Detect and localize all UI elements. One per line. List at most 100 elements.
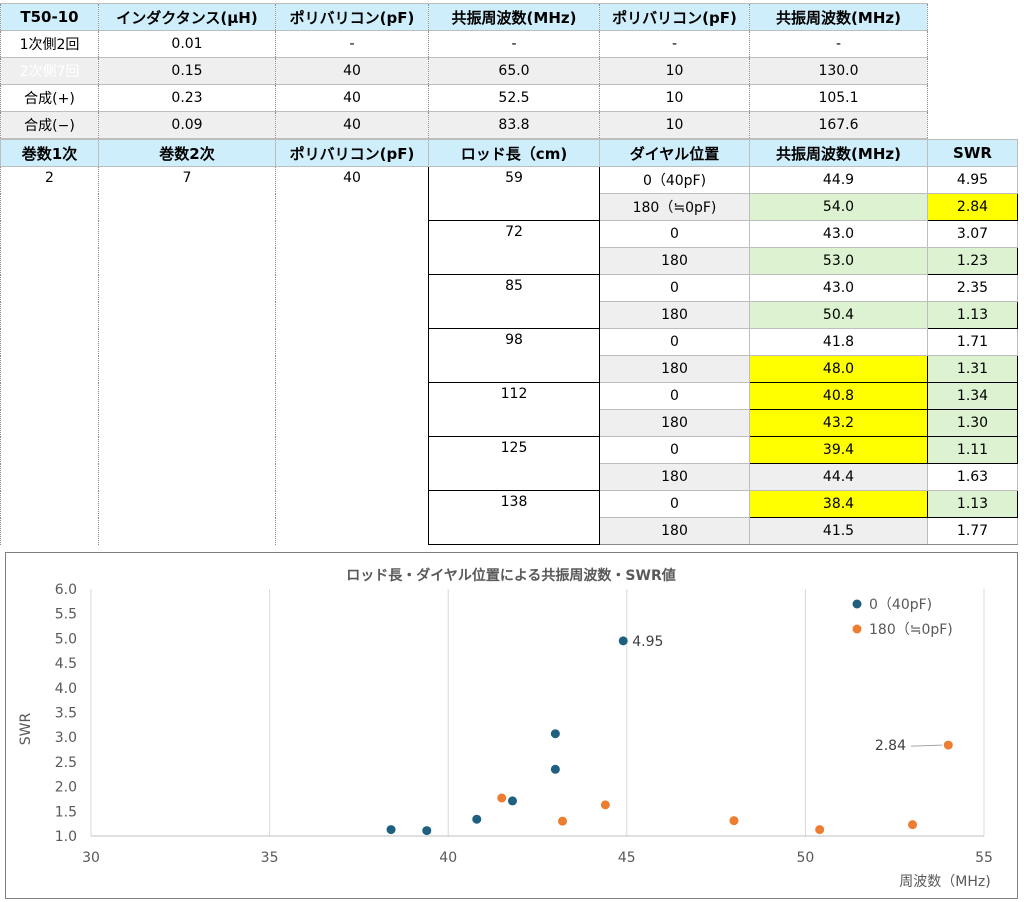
frequency-cell: 41.5: [749, 517, 928, 545]
table-row: 180 53.0 1.23: [1, 247, 1018, 275]
header-cell: ポリバリコン(pF): [275, 139, 429, 167]
table-cell: 40: [275, 111, 429, 139]
frequency-cell: 44.4: [749, 463, 928, 491]
table-row: 180（≒0pF) 54.0 2.84: [1, 193, 1018, 221]
y-tick-label: 6.0: [55, 582, 77, 598]
header-cell: SWR: [927, 139, 1018, 167]
turns-secondary-cell: 7: [98, 166, 276, 545]
rod-length-cell: 59: [428, 166, 600, 221]
y-tick-label: 1.0: [55, 829, 77, 845]
table-cell: 83.8: [428, 111, 600, 139]
data-point-dial0: [507, 796, 517, 806]
data-point-dial0: [618, 636, 628, 646]
inductance-table-header: T50-10 インダクタンス(μH) ポリバリコン(pF) 共振周波数(MHz)…: [0, 3, 928, 31]
table-row: 2 7 40 59 0（40pF) 44.9 4.95: [0, 166, 1018, 545]
table-cell: 0.01: [98, 30, 276, 58]
header-cell: ポリバリコン(pF): [275, 3, 429, 31]
data-point-dial180: [497, 793, 507, 803]
rod-length-cell: 138: [428, 490, 600, 545]
dial-cell: 180: [599, 517, 750, 545]
measurement-table: 巻数1次 巻数2次 ポリバリコン(pF) ロッド長（cm) ダイヤル位置 共振周…: [0, 139, 1018, 545]
y-tick-label: 2.0: [55, 780, 77, 796]
y-tick-label: 1.5: [55, 804, 77, 820]
header-cell: ダイヤル位置: [599, 139, 750, 167]
data-label: 4.95: [632, 634, 663, 650]
table-row: 2次側7回 0.15 40 65.0 10 130.0: [0, 57, 928, 85]
table-row: 125 0 39.4 1.11: [1, 436, 1018, 491]
swr-cell: 1.23: [927, 247, 1018, 275]
table-row: 180 41.5 1.77: [1, 517, 1018, 545]
table-cell: 52.5: [428, 84, 600, 112]
frequency-cell: 54.0: [749, 193, 928, 221]
table-cell: 10: [599, 111, 750, 139]
table-row: 合成(−) 0.09 40 83.8 10 167.6: [0, 111, 928, 139]
data-point-dial180: [558, 816, 568, 826]
header-cell: 共振周波数(MHz): [749, 3, 928, 31]
dial-cell: 0: [599, 490, 750, 518]
rod-length-cell: 98: [428, 328, 600, 383]
y-tick-label: 3.0: [55, 730, 77, 746]
header-cell: T50-10: [0, 3, 99, 31]
data-point-dial180: [815, 825, 825, 835]
table-cell: 40: [275, 57, 429, 85]
table-cell: -: [749, 30, 928, 58]
swr-cell: 1.13: [927, 301, 1018, 329]
y-tick-label: 5.5: [55, 607, 77, 623]
header-cell: ロッド長（cm): [428, 139, 600, 167]
measurement-table-header: 巻数1次 巻数2次 ポリバリコン(pF) ロッド長（cm) ダイヤル位置 共振周…: [0, 139, 1018, 167]
y-tick-label: 2.5: [55, 755, 77, 771]
data-point-dial180: [943, 740, 953, 750]
data-label: 2.84: [875, 738, 906, 754]
swr-cell: 1.11: [927, 436, 1018, 464]
dial-cell: 0: [599, 328, 750, 356]
frequency-cell: 39.4: [749, 436, 928, 464]
swr-cell: 3.07: [927, 220, 1018, 248]
measurement-table-body: 2 7 40 59 0（40pF) 44.9 4.95 180（≒0pF) 54.0 2.84 72…: [0, 166, 1018, 545]
swr-cell: 2.84: [927, 193, 1018, 221]
swr-cell: 1.34: [927, 382, 1018, 410]
rod-length-cell: 72: [428, 220, 600, 275]
dial-cell: 0: [599, 274, 750, 302]
table-cell: 0.15: [98, 57, 276, 85]
dial-cell: 0: [599, 436, 750, 464]
frequency-cell: 41.8: [749, 328, 928, 356]
y-tick-label: 4.0: [55, 681, 77, 697]
swr-cell: 1.13: [927, 490, 1018, 518]
swr-cell: 1.77: [927, 517, 1018, 545]
dial-cell: 0（40pF): [599, 166, 750, 194]
swr-cell: 2.35: [927, 274, 1018, 302]
x-axis-label: 周波数（MHz): [899, 874, 990, 890]
table-row: 1次側2回 0.01 - - - -: [0, 30, 928, 58]
legend-label: 0（40pF): [869, 597, 932, 613]
table-cell: -: [275, 30, 429, 58]
x-tick-label: 45: [618, 850, 636, 866]
dial-cell: 0: [599, 382, 750, 410]
frequency-cell: 50.4: [749, 301, 928, 329]
chart-title: ロッド長・ダイヤル位置による共振周波数・SWR値: [346, 567, 675, 584]
x-tick-label: 35: [261, 850, 279, 866]
table-row: 72 0 43.0 3.07: [1, 220, 1018, 275]
dial-cell: 180: [599, 355, 750, 383]
frequency-cell: 48.0: [749, 355, 928, 383]
data-point-dial180: [729, 816, 739, 826]
header-cell: 共振周波数(MHz): [749, 139, 928, 167]
y-tick-label: 3.5: [55, 706, 77, 722]
table-cell: 65.0: [428, 57, 600, 85]
table-row: 112 0 40.8 1.34: [1, 382, 1018, 437]
swr-cell: 1.31: [927, 355, 1018, 383]
table-cell: 130.0: [749, 57, 928, 85]
header-cell: インダクタンス(μH): [98, 3, 276, 31]
header-cell: 巻数1次: [0, 139, 99, 167]
frequency-cell: 53.0: [749, 247, 928, 275]
capacitance-cell: 40: [275, 166, 429, 545]
table-row: 180 43.2 1.30: [1, 409, 1018, 437]
rod-length-cell: 112: [428, 382, 600, 437]
x-tick-label: 55: [975, 850, 993, 866]
swr-cell: 1.63: [927, 463, 1018, 491]
legend-label: 180（≒0pF): [869, 622, 953, 638]
table-cell: 10: [599, 57, 750, 85]
dial-cell: 180: [599, 409, 750, 437]
y-tick-label: 5.0: [55, 631, 77, 647]
data-point-dial0: [422, 826, 432, 836]
table-cell-selected[interactable]: 2次側7回: [0, 57, 99, 85]
